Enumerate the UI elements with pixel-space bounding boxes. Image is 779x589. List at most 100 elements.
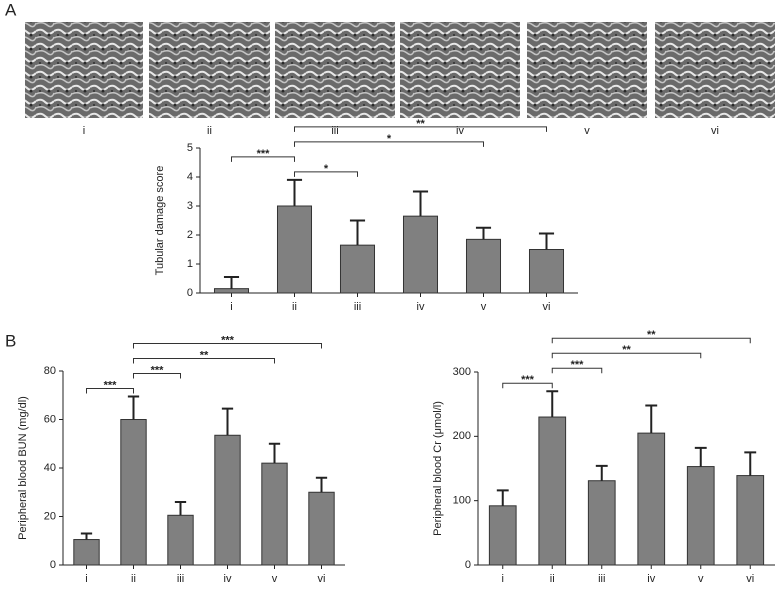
significance-bracket [294, 171, 358, 177]
y-tick-label: 3 [187, 200, 193, 212]
bar [167, 514, 194, 566]
significance-bracket [231, 156, 295, 162]
bar [120, 419, 147, 566]
bar [308, 491, 335, 566]
y-tick-label: 60 [44, 413, 56, 425]
y-axis-label: Peripheral blood BUN (mg/dl) [17, 396, 29, 540]
y-tick-label: 40 [44, 462, 56, 474]
x-tick-label: i [85, 573, 87, 585]
error-bar [80, 532, 93, 540]
y-tick-label: 0 [465, 559, 471, 571]
bar [587, 480, 616, 566]
significance-bracket [86, 387, 134, 394]
error-bar [127, 395, 140, 420]
significance-label: ** [200, 349, 209, 361]
error-bar [694, 446, 707, 467]
y-tick-label: 1 [187, 258, 193, 270]
significance-label: *** [151, 364, 165, 376]
micrograph [149, 22, 270, 118]
x-tick-label: v [481, 301, 487, 313]
y-tick-label: 300 [453, 366, 471, 378]
x-tick-label: ii [292, 301, 297, 313]
significance-label: *** [104, 379, 118, 391]
micrograph [527, 22, 647, 118]
x-tick-label: iii [177, 573, 184, 585]
micrograph [275, 22, 395, 118]
error-bar [349, 219, 366, 246]
bar [538, 416, 567, 566]
bar [339, 244, 376, 294]
error-bar [538, 232, 555, 250]
significance-bracket [133, 357, 275, 364]
error-bar [496, 489, 509, 506]
bar [214, 434, 241, 566]
significance-label: * [324, 163, 329, 175]
error-bar [412, 190, 429, 217]
image-label: vi [711, 125, 719, 137]
bar [488, 505, 517, 566]
y-tick-label: 4 [187, 171, 193, 183]
x-tick-label: ii [131, 573, 136, 585]
significance-label: ** [622, 344, 631, 356]
image-label: v [584, 125, 590, 137]
error-bar [315, 476, 328, 493]
significance-bracket [294, 126, 547, 132]
bar [402, 215, 439, 294]
significance-bracket [502, 382, 553, 389]
significance-bracket [294, 141, 484, 147]
panel-label: A [5, 0, 17, 19]
bar [261, 462, 288, 566]
error-bar [286, 178, 303, 206]
bar [465, 238, 502, 294]
error-bar [223, 276, 240, 289]
x-tick-label: i [502, 573, 504, 585]
image-label: iii [331, 125, 338, 137]
significance-label: *** [521, 374, 535, 386]
x-tick-label: iii [354, 301, 361, 313]
image-label: i [83, 125, 85, 137]
x-tick-label: vi [746, 573, 754, 585]
image-label: ii [207, 125, 212, 137]
y-tick-label: 2 [187, 229, 193, 241]
y-tick-label: 0 [187, 287, 193, 299]
bar [73, 539, 100, 566]
error-bar [174, 500, 187, 516]
panel-label: B [5, 331, 16, 350]
error-bar [645, 404, 658, 434]
error-bar [546, 390, 559, 418]
significance-label: *** [221, 334, 235, 346]
significance-bracket [551, 367, 603, 374]
micrograph [25, 22, 143, 118]
significance-bracket [133, 372, 181, 379]
x-tick-label: iv [647, 573, 655, 585]
x-tick-label: vi [318, 573, 326, 585]
x-tick-label: iv [224, 573, 232, 585]
image-label: iv [456, 125, 464, 137]
bar [637, 432, 666, 566]
y-axis-label: Peripheral blood Cr (μmol/l) [432, 401, 444, 536]
y-tick-label: 80 [44, 365, 56, 377]
bar [528, 249, 565, 294]
bar [686, 466, 715, 566]
error-bar [744, 451, 757, 476]
significance-label: * [387, 133, 392, 145]
error-bar [595, 464, 608, 481]
y-tick-label: 200 [453, 430, 471, 442]
bar [736, 475, 765, 566]
micrograph [400, 22, 520, 118]
x-tick-label: v [698, 573, 704, 585]
y-tick-label: 100 [453, 495, 471, 507]
significance-bracket [133, 342, 322, 349]
x-tick-label: iv [417, 301, 425, 313]
x-tick-label: i [230, 301, 232, 313]
significance-bracket [551, 337, 751, 344]
significance-bracket [551, 352, 702, 359]
bar [213, 288, 250, 294]
y-axis-label: Tubular damage score [154, 166, 166, 276]
significance-label: ** [416, 118, 425, 130]
x-tick-label: ii [550, 573, 555, 585]
bar [276, 205, 313, 294]
error-bar [475, 226, 492, 240]
y-tick-label: 5 [187, 142, 193, 154]
x-tick-label: iii [598, 573, 605, 585]
